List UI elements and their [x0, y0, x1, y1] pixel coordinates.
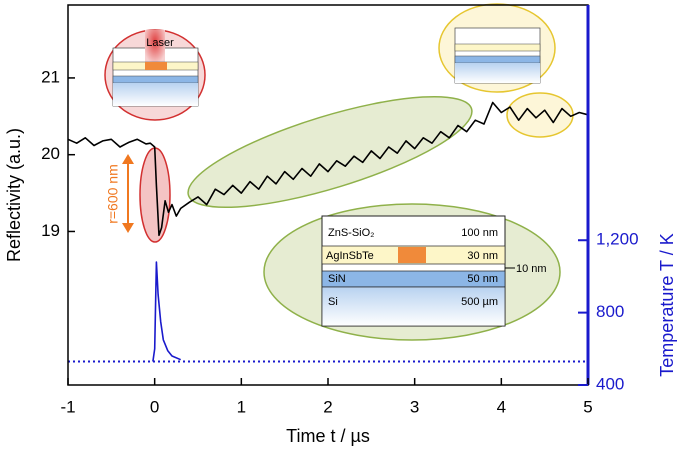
y2-axis-label: Temperature T / K: [657, 233, 677, 376]
annotation: Si: [328, 296, 338, 308]
y-tick-label: 21: [41, 67, 60, 86]
annotation: AgInSbTe: [326, 250, 374, 262]
y2-tick-label: 800: [596, 302, 624, 321]
y-axis-label: Reflectivity (a.u.): [4, 128, 24, 262]
annotation: 500 µm: [461, 296, 498, 308]
layer: [113, 83, 198, 106]
layer: [145, 62, 167, 70]
annotation: SiN: [328, 273, 346, 285]
annotation: 100 nm: [461, 227, 498, 239]
highlight: [187, 95, 473, 209]
x-tick-label: 3: [410, 397, 419, 416]
layer: [112, 75, 199, 84]
layer: [321, 286, 506, 327]
x-tick-label: 0: [150, 397, 159, 416]
x-axis-label: Time t / µs: [286, 426, 370, 446]
layer: [398, 247, 426, 263]
laser-beam: [145, 30, 165, 68]
x-tick-label: 1: [237, 397, 246, 416]
x-tick-label: -1: [60, 397, 75, 416]
y-tick-label: 20: [41, 144, 60, 163]
series-line: [152, 261, 182, 362]
x-tick-label: 2: [323, 397, 332, 416]
annotation: 30 nm: [467, 250, 498, 262]
x-tick-label: 4: [497, 397, 506, 416]
layer: [454, 55, 541, 64]
annotation: 50 nm: [467, 273, 498, 285]
series-line: [67, 101, 589, 237]
y-tick-label: 19: [41, 221, 60, 240]
layer: [455, 63, 540, 83]
annotation: ZnS-SiO₂: [328, 227, 374, 239]
annotation: 10 nm: [516, 263, 547, 275]
annotation: r=600 nm: [105, 164, 121, 224]
y2-tick-label: 400: [596, 374, 624, 393]
y2-tick-label: 1,200: [596, 230, 639, 249]
layer: [454, 43, 541, 52]
annotation: Laser: [146, 37, 174, 49]
x-tick-label: 5: [583, 397, 592, 416]
